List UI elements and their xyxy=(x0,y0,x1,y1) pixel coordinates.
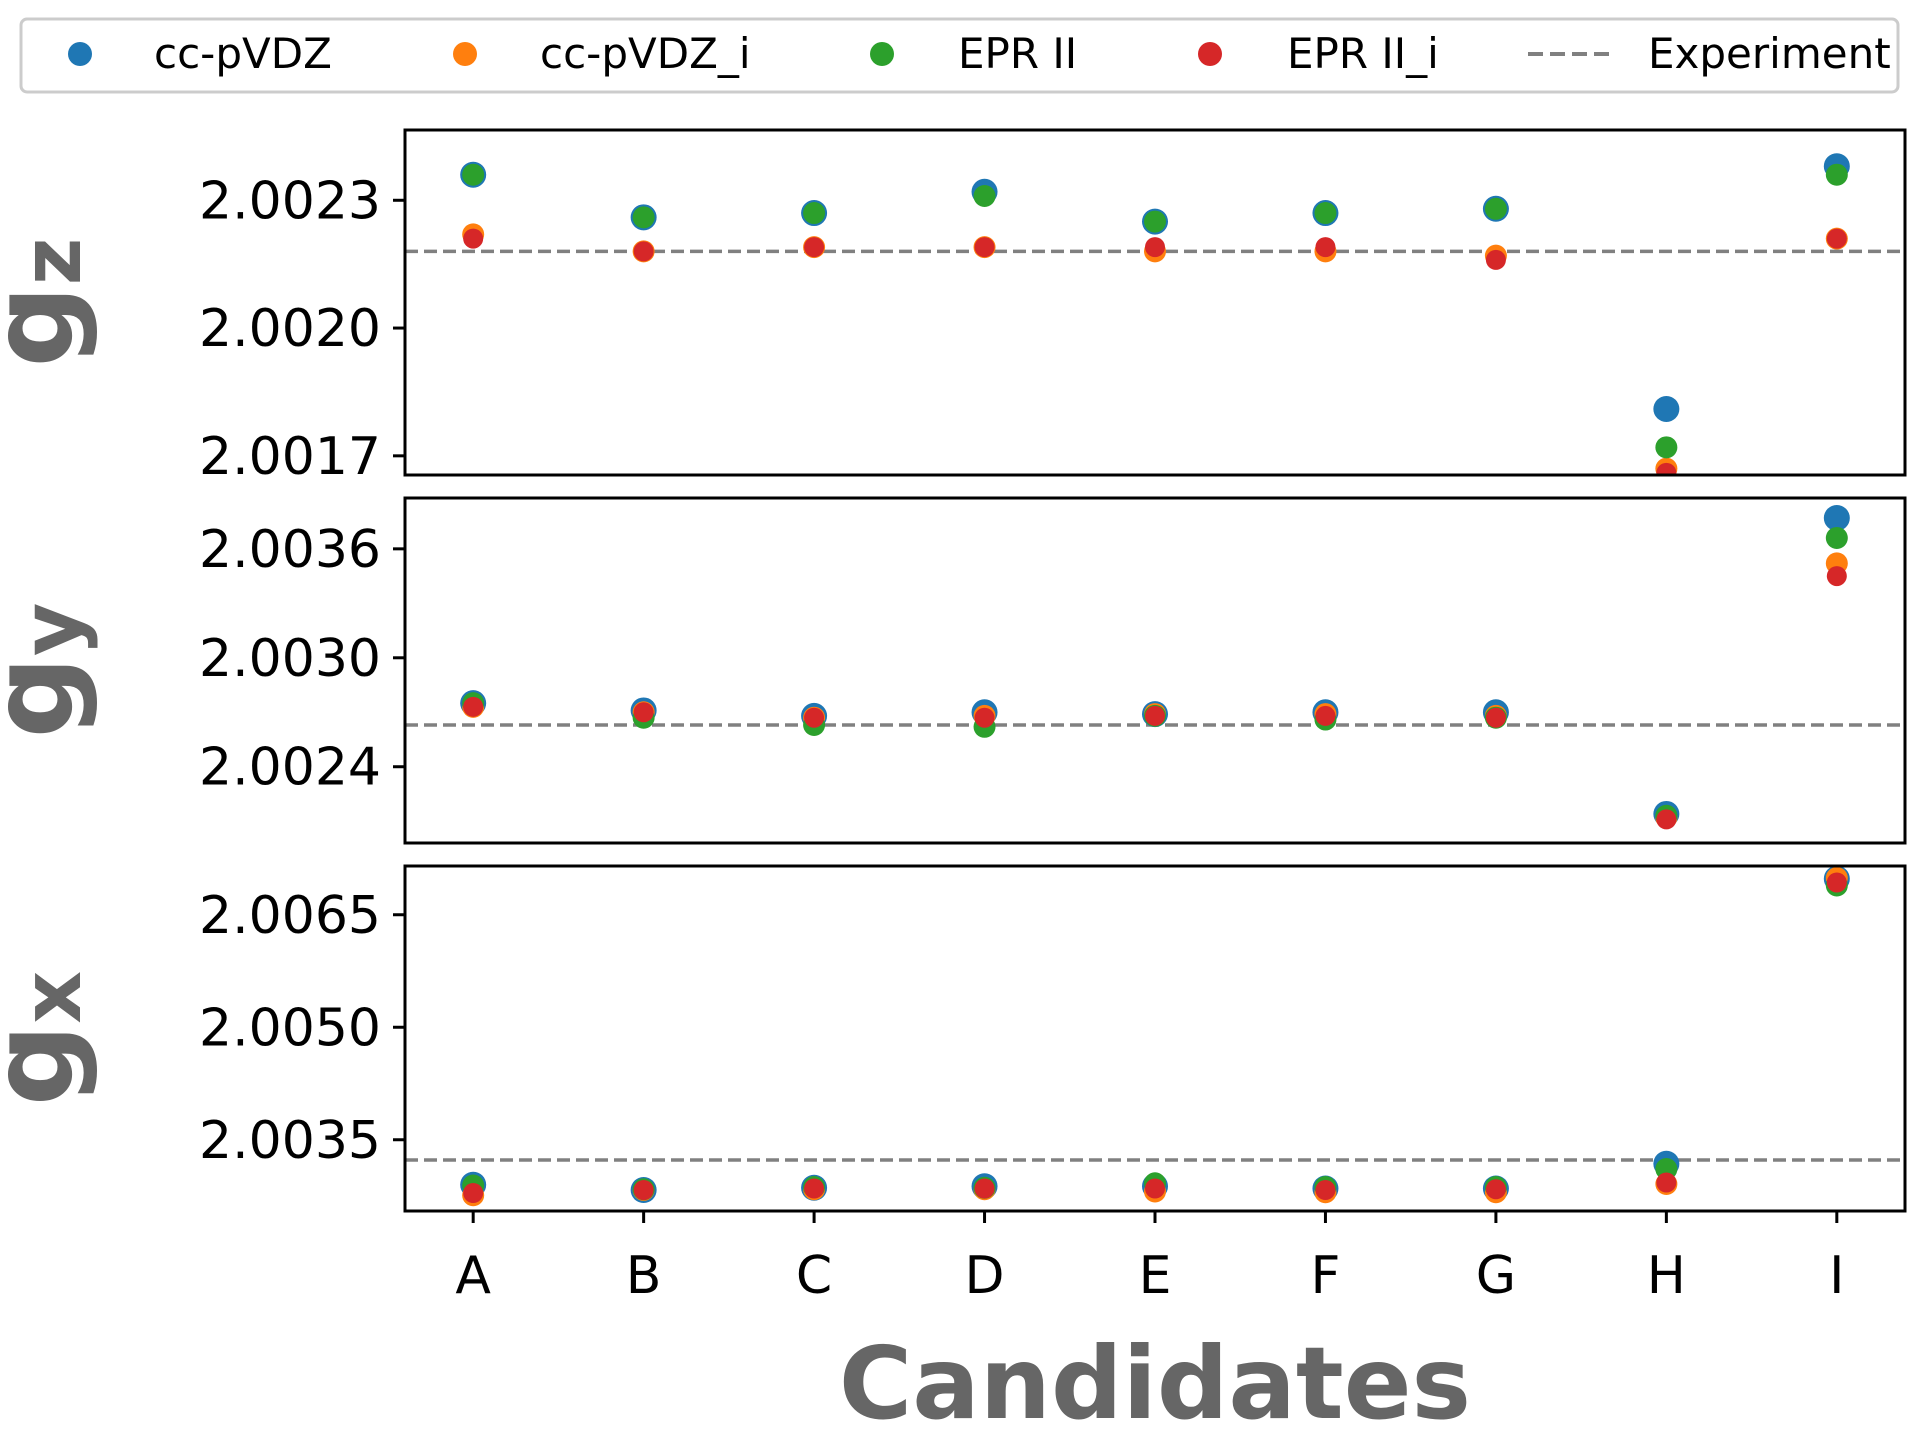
point-gx-epr-ii-i-d xyxy=(974,1178,995,1199)
point-gx-epr-ii-i-h xyxy=(1656,1172,1677,1193)
point-gy-epr-ii-i-a xyxy=(463,696,484,717)
legend-marker-cc-pvdz-i xyxy=(453,42,477,66)
y-tick-label-gx: 2.0050 xyxy=(199,998,381,1058)
point-gy-cc-pvdz-i xyxy=(1823,504,1850,531)
y-tick-label-gz: 2.0017 xyxy=(199,427,381,487)
point-gz-epr-ii-i-b xyxy=(633,241,654,262)
x-tick-label-h: H xyxy=(1647,1246,1686,1306)
point-gz-epr-ii-f xyxy=(1314,202,1337,225)
x-axis-title: Candidates xyxy=(839,1325,1471,1440)
x-tick-label-g: G xyxy=(1476,1246,1516,1306)
point-gz-epr-ii-i-e xyxy=(1145,237,1165,258)
point-gx-epr-ii-i-i xyxy=(1826,872,1847,893)
y-axis-gx: 2.0035 2.0050 2.0065 xyxy=(199,886,405,1171)
x-tick-label-b: B xyxy=(626,1246,662,1306)
point-gz-epr-ii-e xyxy=(1144,210,1166,233)
point-gx-epr-ii-i-f xyxy=(1315,1180,1336,1200)
point-gx-epr-ii-i-b xyxy=(633,1180,654,1200)
plot-area-gz xyxy=(405,153,1905,475)
point-gz-epr-ii-b xyxy=(632,206,655,229)
point-gy-epr-ii-i-c xyxy=(804,707,825,728)
point-gy-epr-ii-i-i xyxy=(1826,566,1847,587)
point-gz-epr-ii-g xyxy=(1484,197,1507,220)
y-axis-label-main-gz: g xyxy=(0,285,100,367)
plot-area-gx xyxy=(405,866,1905,1207)
y-tick-label-gz: 2.0020 xyxy=(199,299,381,359)
panel-gy: 2.0024 2.0030 2.0036 gy xyxy=(0,496,1907,845)
y-axis-label-gz: gz xyxy=(0,237,100,367)
x-axis: A B C D E F G H I xyxy=(455,1211,1844,1306)
legend-label-epr-ii-i: EPR II_i xyxy=(1287,29,1439,78)
y-tick-label-gx: 2.0065 xyxy=(199,886,381,946)
y-axis-label-main-gy: g xyxy=(0,656,100,738)
point-gx-epr-ii-i-a xyxy=(463,1183,484,1203)
point-gy-epr-ii-i-e xyxy=(1145,705,1165,726)
point-gz-epr-ii-c xyxy=(803,202,826,225)
y-tick-label-gy: 2.0024 xyxy=(199,738,381,798)
axes-frame-gy xyxy=(403,496,1907,845)
x-tick-label-i: I xyxy=(1829,1246,1844,1306)
x-tick-label-c: C xyxy=(796,1246,832,1306)
point-gy-epr-ii-i-h xyxy=(1656,809,1677,830)
y-axis-label-sub-gy: y xyxy=(5,603,100,656)
y-tick-label-gy: 2.0030 xyxy=(199,629,381,689)
y-axis-label-main-gx: g xyxy=(0,1024,100,1106)
point-gz-epr-ii-i-g xyxy=(1485,249,1506,270)
legend-label-epr-ii: EPR II xyxy=(958,29,1077,78)
legend-label-cc-pvdz-i: cc-pVDZ_i xyxy=(540,29,751,78)
y-axis-label-sub-gx: x xyxy=(5,971,100,1024)
legend-marker-epr-ii xyxy=(870,42,894,66)
point-gx-epr-ii-i-g xyxy=(1485,1179,1506,1200)
legend-marker-epr-ii-i xyxy=(1198,42,1222,66)
legend-label-cc-pvdz: cc-pVDZ xyxy=(154,29,332,78)
y-axis-gy: 2.0024 2.0030 2.0036 xyxy=(199,520,405,798)
x-tick-label-d: D xyxy=(965,1246,1005,1306)
point-gz-epr-ii-d xyxy=(973,185,996,208)
y-axis-label-sub-gz: z xyxy=(5,237,100,285)
axes-frame-gz xyxy=(403,128,1907,477)
y-axis-label-gx: gx xyxy=(0,971,100,1106)
point-gz-epr-ii-i-i xyxy=(1826,228,1847,249)
legend: cc-pVDZ cc-pVDZ_i EPR II EPR II_i Experi… xyxy=(19,17,1900,94)
point-gy-epr-ii-i xyxy=(1825,526,1848,549)
point-gz-epr-ii-i-f xyxy=(1315,237,1336,258)
point-gz-epr-ii-i-c xyxy=(804,237,825,258)
legend-marker-cc-pvdz xyxy=(68,42,92,66)
y-tick-label-gy: 2.0036 xyxy=(199,520,381,580)
legend-frame xyxy=(19,17,1900,94)
legend-label-experiment: Experiment xyxy=(1648,29,1891,78)
y-tick-label-gx: 2.0035 xyxy=(199,1111,381,1171)
point-gz-epr-ii-i xyxy=(1825,163,1848,186)
x-tick-label-a: A xyxy=(455,1246,491,1306)
point-gy-epr-ii-i-g xyxy=(1485,707,1506,728)
y-axis-gz: 2.0017 2.0020 2.0023 xyxy=(199,171,405,487)
point-gz-epr-ii-a xyxy=(462,163,485,186)
point-gz-cc-pvdz-h xyxy=(1653,395,1680,422)
point-gy-epr-ii-i-d xyxy=(974,707,995,728)
point-gz-epr-ii-i-d xyxy=(974,237,995,258)
point-gz-epr-ii-i-a xyxy=(463,228,484,249)
panel-gz: 2.0017 2.0020 2.0023 gz xyxy=(0,128,1907,487)
plot-area-gy xyxy=(405,504,1905,830)
point-gy-epr-ii-i-b xyxy=(633,702,654,723)
point-gz-epr-ii-i-h xyxy=(1656,462,1677,475)
point-gx-epr-ii-i-e xyxy=(1145,1178,1165,1199)
point-gz-epr-ii-h xyxy=(1655,436,1678,459)
point-gy-epr-ii-i-f xyxy=(1315,705,1336,726)
panel-gx: 2.0035 2.0050 2.0065 A B C D E F G H I gx xyxy=(0,864,1907,1306)
x-tick-label-f: F xyxy=(1310,1246,1340,1306)
y-axis-label-gy: gy xyxy=(0,603,100,739)
y-tick-label-gz: 2.0023 xyxy=(199,171,381,231)
x-tick-label-e: E xyxy=(1139,1246,1172,1306)
point-gx-epr-ii-i-c xyxy=(804,1178,825,1199)
